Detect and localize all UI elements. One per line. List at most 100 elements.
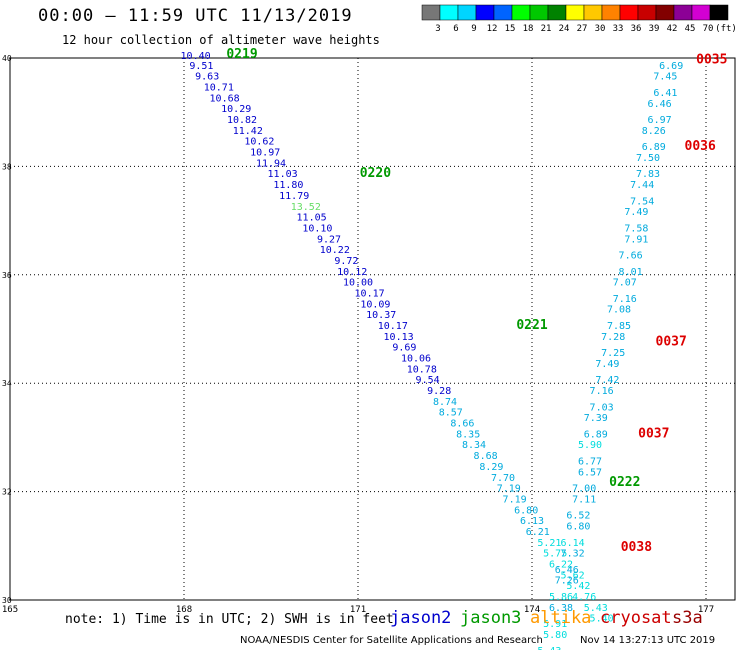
wave-height-label: 8.74 xyxy=(433,397,457,408)
colorbar-label: 33 xyxy=(613,24,624,34)
wave-height-label: 7.70 xyxy=(491,473,515,484)
wave-height-label: 7.39 xyxy=(584,413,608,424)
wave-height-label: 9.51 xyxy=(189,61,213,72)
wave-height-label: 9.69 xyxy=(392,343,416,354)
x-tick-label: 174 xyxy=(524,605,540,615)
wave-height-label: 7.44 xyxy=(630,180,654,191)
wave-height-label: 5.40 xyxy=(590,614,614,625)
pass-time-label: 0219 xyxy=(226,47,257,62)
wave-height-label: 8.57 xyxy=(439,408,463,419)
colorbar-label: 6 xyxy=(453,24,458,34)
colorbar-swatch xyxy=(457,4,477,21)
wave-height-label: 7.83 xyxy=(636,169,660,180)
wave-height-label: 5.43 xyxy=(537,646,561,650)
wave-height-label: 5.90 xyxy=(578,440,602,451)
colorbar-swatch xyxy=(565,4,585,21)
wave-height-label: 8.66 xyxy=(450,419,474,430)
colorbar-label: 12 xyxy=(487,24,498,34)
axis-ticks: 165 168 171 174 177 30 32 34 36 38 40 xyxy=(2,54,714,615)
chart-subtitle: 12 hour collection of altimeter wave hei… xyxy=(62,33,380,47)
colorbar-swatch xyxy=(637,4,657,21)
colorbar-label: 15 xyxy=(505,24,516,34)
legend-altika: altika xyxy=(530,608,592,628)
wave-height-label: 4.76 xyxy=(572,592,596,603)
colorbar-swatch xyxy=(601,4,621,21)
wave-height-label: 7.26 xyxy=(555,576,579,587)
colorbar-swatch xyxy=(547,4,567,21)
wave-height-label: 7.54 xyxy=(630,196,654,207)
wave-height-label: 7.91 xyxy=(624,234,648,245)
credit-text: NOAA/NESDIS Center for Satellite Applica… xyxy=(240,635,543,646)
colorbar-swatch xyxy=(673,4,693,21)
wave-height-label: 10.06 xyxy=(401,354,431,365)
colorbar-label: 42 xyxy=(667,24,678,34)
wave-height-label: 7.03 xyxy=(590,402,614,413)
wave-height-label: 8.68 xyxy=(474,451,498,462)
wave-height-label: 10.68 xyxy=(210,93,240,104)
wave-height-label: 10.71 xyxy=(204,83,234,94)
legend-cryosat: cryosat xyxy=(600,608,672,628)
wave-height-label: 10.37 xyxy=(366,310,396,321)
wave-height-label: 7.16 xyxy=(590,386,614,397)
colorbar-swatch xyxy=(619,4,639,21)
wave-height-label: 8.01 xyxy=(619,267,643,278)
colorbar-swatch xyxy=(421,4,441,21)
wave-height-label: 6.57 xyxy=(578,467,602,478)
pass-time-label: 0037 xyxy=(638,426,669,441)
pass-time-label: 0037 xyxy=(656,334,687,349)
colorbar-swatch xyxy=(691,4,711,21)
colorbar-label: 3 xyxy=(435,24,440,34)
wave-height-label: 10.97 xyxy=(250,148,280,159)
pass-time-label: 0221 xyxy=(516,318,547,333)
wave-height-label: 10.29 xyxy=(221,104,251,115)
x-tick-label: 168 xyxy=(176,605,192,615)
pass-time-label: 0222 xyxy=(609,475,640,490)
wave-height-label: 6.80 xyxy=(514,505,538,516)
wave-height-label: 7.42 xyxy=(595,375,619,386)
wave-height-label: 6.89 xyxy=(642,142,666,153)
colorbar-swatch xyxy=(529,4,549,21)
wave-height-label: 10.62 xyxy=(244,137,274,148)
wave-height-label: 7.32 xyxy=(561,549,585,560)
wave-height-label: 7.25 xyxy=(601,348,625,359)
wave-height-label: 9.28 xyxy=(427,386,451,397)
y-tick-label: 34 xyxy=(2,379,12,388)
colorbar-swatch xyxy=(493,4,513,21)
wave-height-label: 6.97 xyxy=(648,115,672,126)
wave-height-label: 10.09 xyxy=(360,299,390,310)
wave-height-label: 5.42 xyxy=(566,581,590,592)
wave-height-label: 7.49 xyxy=(624,207,648,218)
wave-height-label: 7.28 xyxy=(601,332,625,343)
wave-height-label: 7.08 xyxy=(607,305,631,316)
wave-height-label: 6.52 xyxy=(566,511,590,522)
y-tick-label: 30 xyxy=(2,596,12,605)
wave-height-label: 7.07 xyxy=(613,278,637,289)
pass-time-label: 0036 xyxy=(685,139,716,154)
wave-height-label: 5.21 xyxy=(537,538,561,549)
wave-height-label: 11.94 xyxy=(256,158,286,169)
wave-height-label: 6.80 xyxy=(566,522,590,533)
colorbar-label: 27 xyxy=(577,24,588,34)
colorbar-label: 9 xyxy=(471,24,476,34)
wave-height-label: 9.63 xyxy=(195,72,219,83)
colorbar-swatch xyxy=(475,4,495,21)
colorbar-label: 39 xyxy=(649,24,660,34)
wave-height-label: 10.00 xyxy=(343,278,373,289)
wave-height-label: 11.42 xyxy=(233,126,263,137)
wave-height-label: 6.21 xyxy=(526,527,550,538)
plot-frame xyxy=(9,57,736,601)
y-tick-label: 38 xyxy=(2,162,12,171)
wave-height-label: 6.89 xyxy=(584,429,608,440)
wave-height-label: 5.80 xyxy=(543,630,567,641)
colorbar-swatch xyxy=(709,4,729,21)
wave-height-label: 6.77 xyxy=(578,457,602,468)
wave-height-label: 10.17 xyxy=(378,321,408,332)
data-labels: 10.409.519.6310.7110.6810.2910.8211.4210… xyxy=(181,51,684,650)
wave-height-label: 6.46 xyxy=(648,99,672,110)
wave-height-label: 10.78 xyxy=(407,364,437,375)
colorbar-swatch xyxy=(655,4,675,21)
wave-height-label: 6.69 xyxy=(659,61,683,72)
wave-height-label: 11.03 xyxy=(268,169,298,180)
wave-height-label: 10.10 xyxy=(302,223,332,234)
